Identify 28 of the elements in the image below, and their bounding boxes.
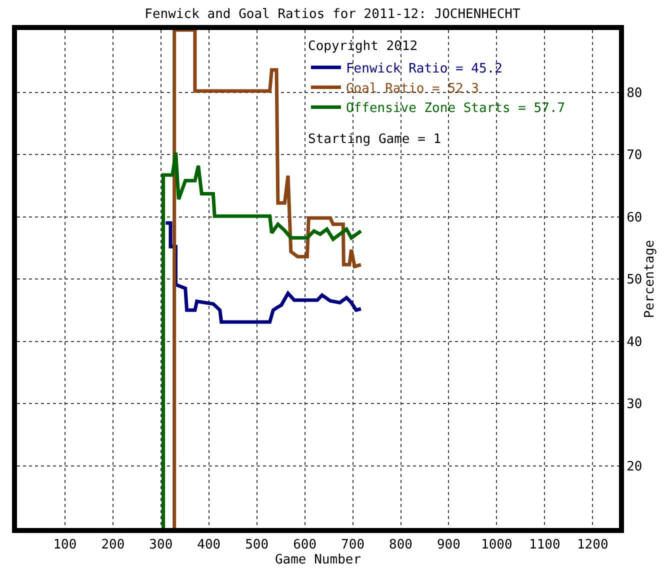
x-tick-label: 200 xyxy=(101,538,125,553)
x-tick-label: 1100 xyxy=(528,538,560,553)
x-tick-label: 1000 xyxy=(481,538,512,553)
x-axis-title: Game Number xyxy=(274,552,362,568)
y-axis-title: Percentage xyxy=(642,240,658,318)
y-tick-label: 60 xyxy=(626,210,642,226)
y-tick-label: 70 xyxy=(626,148,642,164)
x-tick-label: 500 xyxy=(245,538,269,553)
line-series xyxy=(162,150,363,528)
y-tick-label: 40 xyxy=(626,334,642,350)
y-tick-label: 20 xyxy=(626,459,642,474)
x-tick-label: 300 xyxy=(149,538,173,553)
y-tick-label: 30 xyxy=(626,397,642,412)
x-tick-label: 600 xyxy=(293,538,317,553)
legend-label: Offensive Zone Starts = 57.7 xyxy=(346,101,566,116)
annotation: Starting Game = 1 xyxy=(308,132,442,147)
x-tick-label: 1200 xyxy=(576,538,608,553)
y-tick-label: 50 xyxy=(626,272,642,288)
annotation: Copyright 2012 xyxy=(308,39,418,54)
y-tick-label: 80 xyxy=(626,86,642,101)
x-tick-label: 900 xyxy=(436,538,460,553)
x-tick-label: 400 xyxy=(197,538,221,553)
chart-title: Fenwick and Goal Ratios for 2011-12: JOCHENHECHT xyxy=(144,6,521,22)
legend-label: Fenwick Ratio = 45.2 xyxy=(346,61,503,76)
x-tick-label: 100 xyxy=(53,538,77,553)
x-tick-label: 800 xyxy=(389,538,412,553)
legend-label: Goal Ratio = 52.3 xyxy=(346,81,480,96)
x-tick-label: 700 xyxy=(341,538,365,553)
